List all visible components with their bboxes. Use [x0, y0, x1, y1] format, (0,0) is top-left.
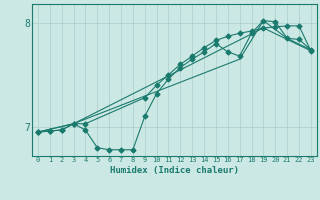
X-axis label: Humidex (Indice chaleur): Humidex (Indice chaleur): [110, 166, 239, 175]
